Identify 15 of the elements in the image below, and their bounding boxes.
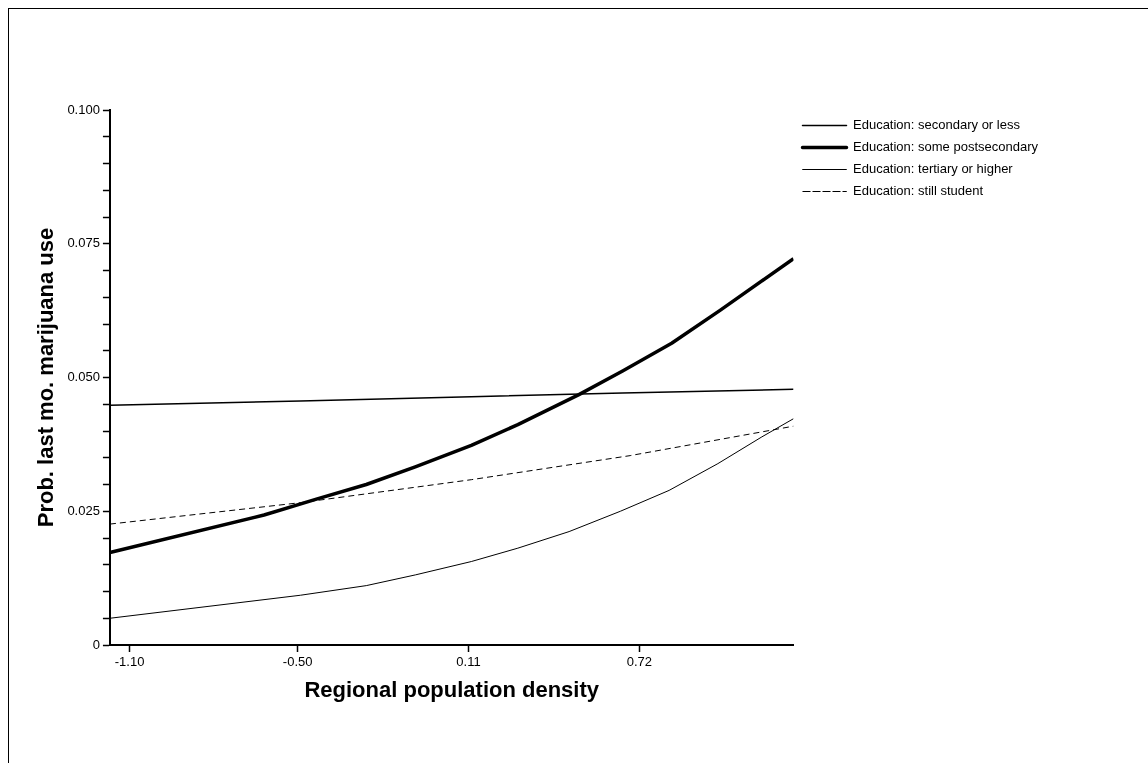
- x-tick-label: 0.11: [456, 654, 481, 670]
- x-tick-label: -0.50: [282, 654, 313, 670]
- legend-label: Education: tertiary or higher: [853, 161, 1014, 177]
- y-tick-label: 0.100: [67, 101, 100, 117]
- x-axis-title: Regional population density: [304, 676, 600, 702]
- y-tick-label: 0: [92, 636, 100, 652]
- y-axis-title: Prob. last mo. marijuana use: [33, 227, 59, 528]
- legend-label: Education: some postsecondary: [853, 139, 1039, 155]
- legend-label: Education: still student: [853, 183, 984, 199]
- legend-label: Education: secondary or less: [853, 117, 1021, 133]
- x-tick-label: -1.10: [114, 654, 145, 670]
- y-tick-label: 0.075: [67, 235, 100, 251]
- y-tick-label: 0.025: [67, 502, 100, 518]
- y-tick-label: 0.050: [67, 369, 100, 385]
- x-tick-label: 0.72: [626, 654, 653, 670]
